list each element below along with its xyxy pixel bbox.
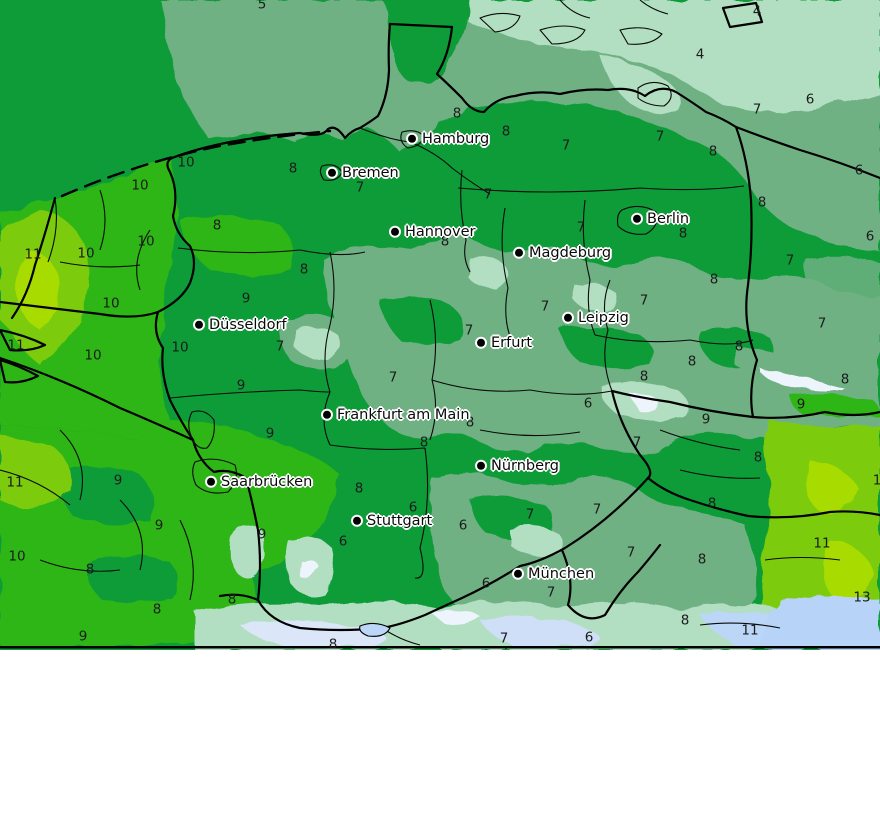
lake-constance [359,622,391,637]
map-graphic [0,0,880,650]
country-borders [0,1,880,632]
state-borders [0,0,841,646]
map-bottom-frame [0,646,880,649]
caption-area: Temperatur in 2m (in °C) Modell: ICON-D2… [0,650,880,830]
temperature-shading [0,0,880,650]
temperature-map: 5 4 4 6 7 8 8 7 7 8 10 6 8 10 7 7 8 8 7 8 6 8 10 10 11 7 8 8 9 7 10 7 7 7… [0,0,880,650]
